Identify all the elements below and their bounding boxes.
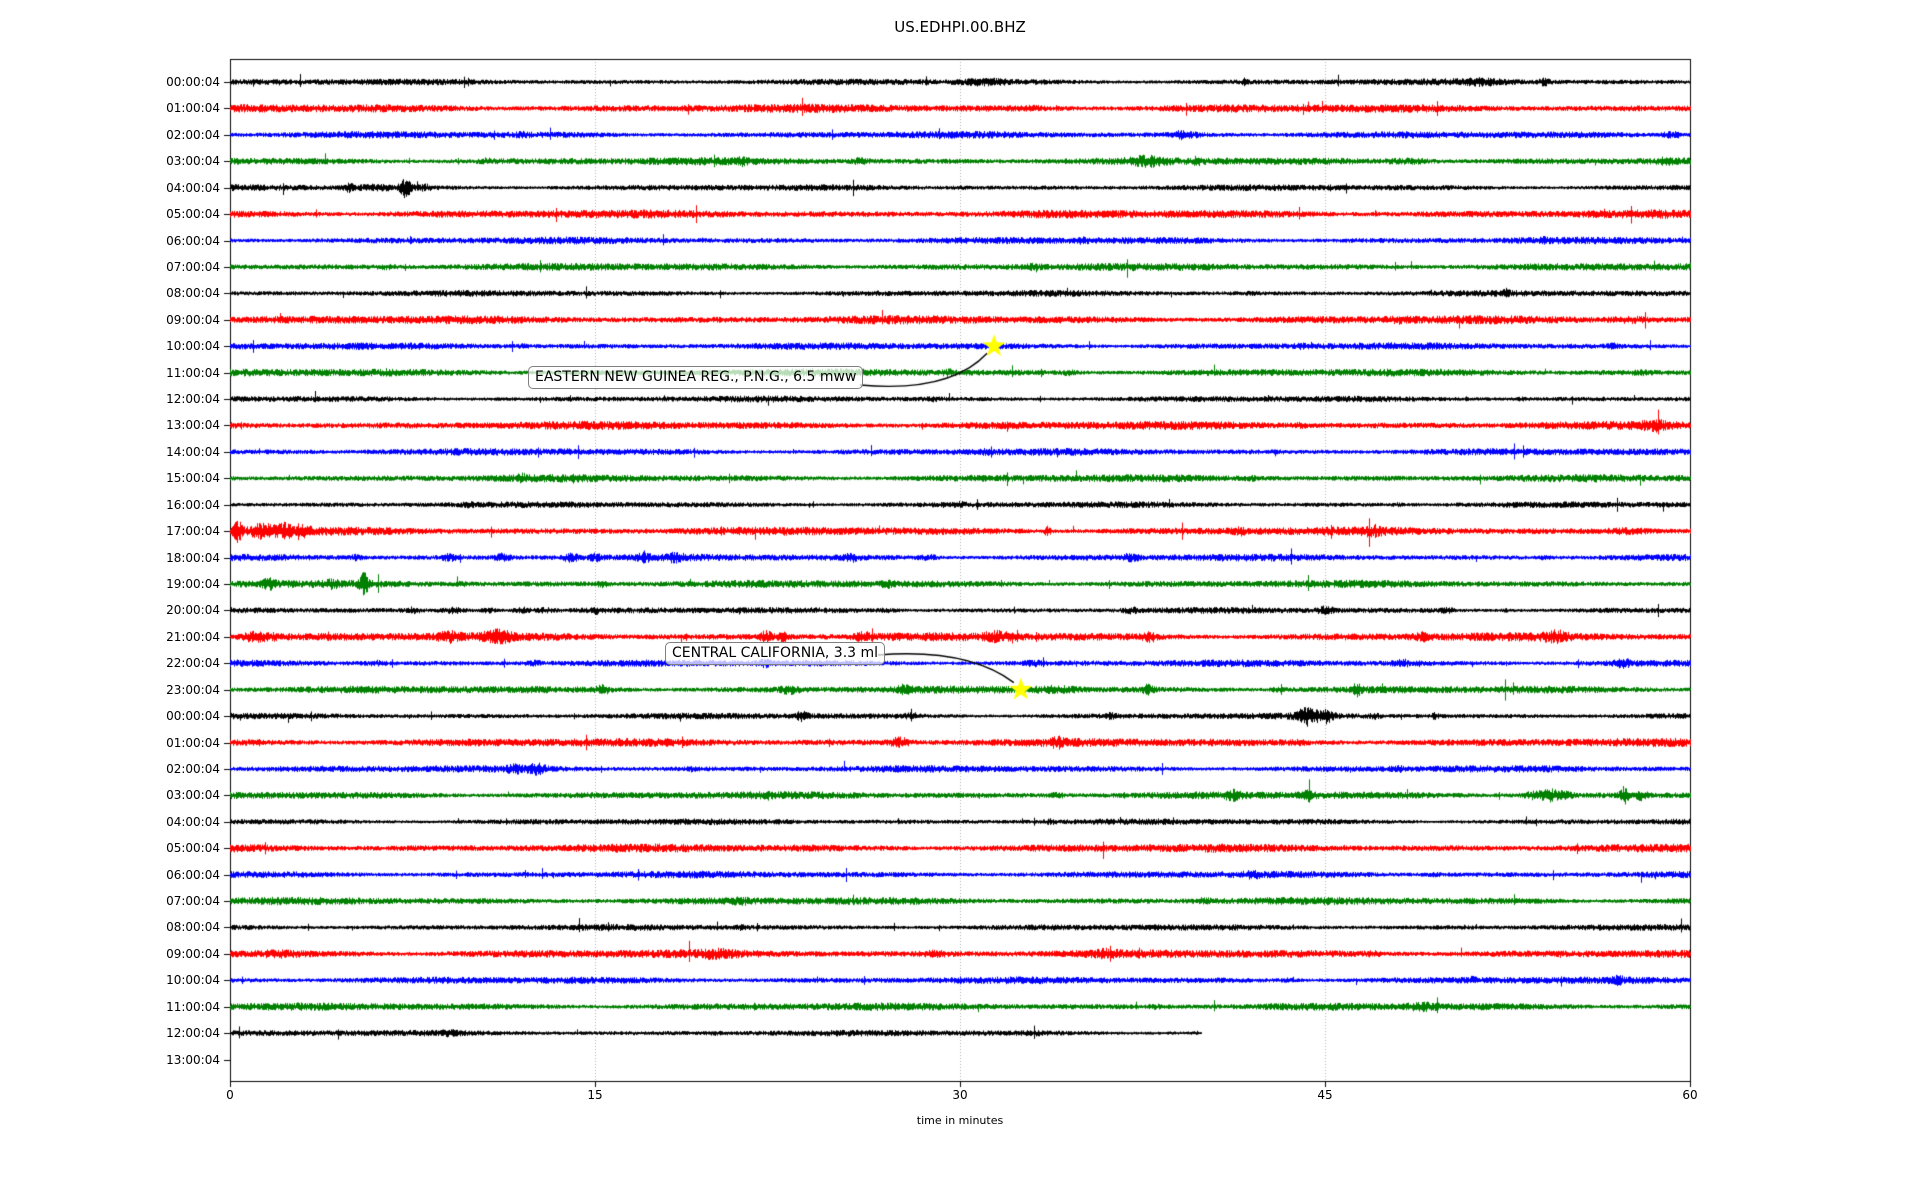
y-tick-label: 06:00:04 [166, 233, 220, 248]
y-tick-label: 23:00:04 [166, 682, 220, 697]
y-tick-label: 00:00:04 [166, 709, 220, 724]
y-tick-label: 03:00:04 [166, 154, 220, 169]
y-tick-label: 07:00:04 [166, 259, 220, 274]
y-tick-label: 22:00:04 [166, 656, 220, 671]
x-tick-label: 45 [1317, 1088, 1333, 1102]
x-axis-title: time in minutes [916, 1114, 1004, 1127]
y-tick-label: 11:00:04 [166, 365, 220, 380]
y-tick-label: 04:00:04 [166, 814, 220, 829]
y-tick-label: 14:00:04 [166, 444, 220, 459]
y-tick-label: 20:00:04 [166, 603, 220, 618]
y-tick-label: 11:00:04 [166, 999, 220, 1014]
y-tick-label: 05:00:04 [166, 841, 220, 856]
y-tick-label: 03:00:04 [166, 788, 220, 803]
y-tick-label: 10:00:04 [166, 339, 220, 354]
annotation-eastern-new-guinea: EASTERN NEW GUINEA REG., P.N.G., 6.5 mww [528, 366, 864, 389]
y-tick-label: 17:00:04 [166, 524, 220, 539]
y-tick-label: 21:00:04 [166, 629, 220, 644]
y-tick-label: 16:00:04 [166, 497, 220, 512]
y-tick-label: 01:00:04 [166, 101, 220, 116]
y-tick-label: 05:00:04 [166, 207, 220, 222]
y-tick-label: 09:00:04 [166, 946, 220, 961]
y-tick-label: 02:00:04 [166, 127, 220, 142]
y-tick-label: 02:00:04 [166, 761, 220, 776]
y-tick-label: 12:00:04 [166, 1026, 220, 1041]
y-tick-label: 04:00:04 [166, 180, 220, 195]
y-tick-label: 13:00:04 [166, 418, 220, 433]
y-tick-label: 13:00:04 [166, 1052, 220, 1067]
y-tick-label: 12:00:04 [166, 392, 220, 407]
y-tick-label: 07:00:04 [166, 894, 220, 909]
y-tick-label: 15:00:04 [166, 471, 220, 486]
y-tick-label: 08:00:04 [166, 286, 220, 301]
y-tick-label: 19:00:04 [166, 576, 220, 591]
y-tick-label: 09:00:04 [166, 312, 220, 327]
y-tick-label: 18:00:04 [166, 550, 220, 565]
y-tick-label: 01:00:04 [166, 735, 220, 750]
y-tick-label: 00:00:04 [166, 75, 220, 89]
x-tick-label: 30 [952, 1088, 968, 1102]
y-tick-label: 10:00:04 [166, 973, 220, 988]
y-tick-label: 06:00:04 [166, 867, 220, 882]
x-tick-label: 0 [226, 1088, 234, 1102]
x-tick-label: 60 [1682, 1088, 1698, 1102]
y-tick-label: 08:00:04 [166, 920, 220, 935]
annotation-central-california: CENTRAL CALIFORNIA, 3.3 ml [665, 642, 886, 665]
x-tick-label: 15 [587, 1088, 603, 1102]
